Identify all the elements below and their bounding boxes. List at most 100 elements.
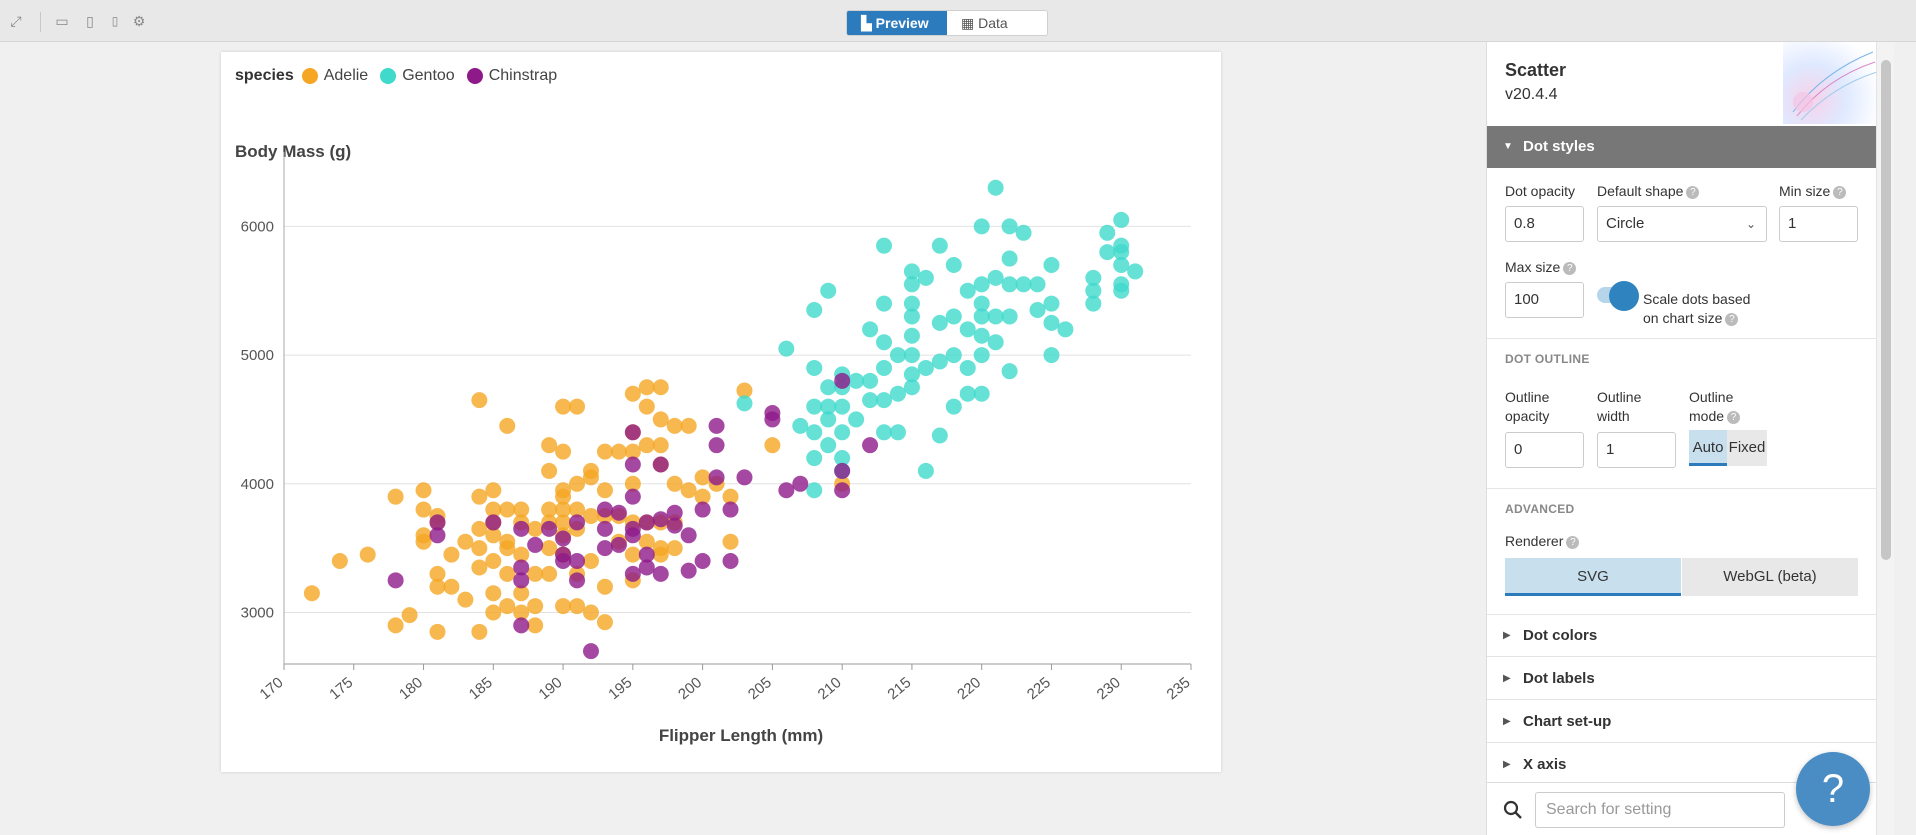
- data-point-gentoo: [973, 218, 990, 235]
- x-tick-label: 235: [1163, 674, 1193, 703]
- fullscreen-icon[interactable]: ⤢: [10, 13, 22, 29]
- tablet-icon[interactable]: ▯: [86, 13, 94, 29]
- data-point-chinstrap: [792, 475, 809, 492]
- outline-width-input[interactable]: 1: [1597, 432, 1676, 468]
- desktop-icon[interactable]: ▭: [55, 13, 69, 29]
- data-point-gentoo: [987, 308, 1004, 325]
- gear-icon[interactable]: ⚙: [132, 13, 146, 29]
- data-point-adelie: [624, 475, 641, 492]
- max-size-input[interactable]: 100: [1505, 282, 1584, 318]
- data-point-adelie: [582, 553, 599, 570]
- section-divider: [1487, 614, 1877, 615]
- data-point-gentoo: [987, 179, 1004, 196]
- legend-item-chinstrap[interactable]: Chinstrap: [466, 67, 558, 85]
- data-point-gentoo: [834, 424, 851, 441]
- section-dot-labels[interactable]: ▶ Dot labels: [1487, 658, 1877, 700]
- help-icon[interactable]: ?: [1563, 261, 1577, 275]
- outline-opacity-input[interactable]: 0: [1505, 432, 1584, 468]
- data-point-gentoo: [903, 347, 920, 364]
- data-point-chinstrap: [624, 565, 641, 582]
- x-tick-label: 225: [1024, 674, 1054, 703]
- legend-item-adelie[interactable]: Adelie: [301, 67, 368, 85]
- data-point-chinstrap: [610, 536, 627, 553]
- data-point-chinstrap: [513, 520, 530, 537]
- data-point-chinstrap: [555, 530, 572, 547]
- mobile-icon[interactable]: ▯: [111, 14, 119, 28]
- outline-width-label-line1: Outline: [1597, 389, 1642, 405]
- data-point-gentoo: [806, 398, 823, 415]
- data-point-adelie: [555, 443, 572, 460]
- max-size-label-text: Max size: [1505, 259, 1561, 275]
- help-icon[interactable]: ?: [1725, 312, 1739, 326]
- x-tick-label: 200: [675, 674, 705, 703]
- section-dot-colors[interactable]: ▶ Dot colors: [1487, 615, 1877, 657]
- renderer-svg-option[interactable]: SVG: [1505, 558, 1681, 596]
- data-point-adelie: [569, 398, 586, 415]
- legend-item-gentoo[interactable]: Gentoo: [380, 67, 455, 85]
- renderer-webgl-option[interactable]: WebGL (beta): [1682, 558, 1858, 596]
- data-point-chinstrap: [778, 482, 795, 499]
- scale-dots-label-line1: Scale dots based: [1643, 291, 1751, 307]
- data-point-chinstrap: [708, 469, 725, 486]
- data-point-gentoo: [973, 295, 990, 312]
- x-tick-label: 170: [256, 674, 286, 703]
- outline-mode-auto[interactable]: Auto: [1689, 430, 1727, 466]
- data-point-gentoo: [876, 295, 893, 312]
- search-input[interactable]: Search for setting: [1535, 792, 1785, 828]
- min-size-input[interactable]: 1: [1779, 206, 1858, 242]
- data-point-gentoo: [834, 398, 851, 415]
- data-point-adelie: [513, 604, 530, 621]
- data-point-adelie: [471, 520, 488, 537]
- data-point-gentoo: [1085, 295, 1102, 312]
- legend-title: species: [235, 67, 294, 84]
- data-point-adelie: [513, 501, 530, 518]
- data-point-adelie: [471, 392, 488, 409]
- data-point-gentoo: [862, 392, 879, 409]
- data-point-adelie: [541, 565, 558, 582]
- legend-swatch: [466, 68, 483, 84]
- data-point-adelie: [415, 482, 432, 499]
- section-chart-setup[interactable]: ▶ Chart set-up: [1487, 701, 1877, 743]
- data-point-adelie: [457, 591, 474, 608]
- panel-scrollbar[interactable]: [1876, 42, 1894, 835]
- data-point-gentoo: [820, 282, 837, 299]
- x-tick-label: 175: [326, 674, 356, 703]
- data-point-chinstrap: [485, 514, 502, 531]
- section-dot-styles[interactable]: ▼ Dot styles: [1487, 126, 1877, 168]
- data-point-adelie: [513, 546, 530, 563]
- data-point-adelie: [499, 598, 516, 615]
- default-shape-select[interactable]: Circle ⌄: [1597, 206, 1767, 242]
- legend-label: Chinstrap: [488, 67, 558, 84]
- data-point-adelie: [541, 462, 558, 479]
- section-divider: [1487, 338, 1877, 339]
- data-point-gentoo: [1029, 302, 1046, 319]
- data-point-adelie: [555, 488, 572, 505]
- x-tick-label: 180: [396, 674, 426, 703]
- data-point-adelie: [499, 565, 516, 582]
- dot-opacity-input[interactable]: 0.8: [1505, 206, 1584, 242]
- data-point-adelie: [485, 527, 502, 544]
- data-point-gentoo: [987, 334, 1004, 351]
- tab-data[interactable]: ▦ Data: [947, 11, 1047, 35]
- data-point-adelie: [527, 520, 544, 537]
- help-button[interactable]: ?: [1796, 752, 1870, 826]
- x-tick-label: 215: [884, 674, 914, 703]
- outline-mode-fixed[interactable]: Fixed: [1727, 430, 1767, 466]
- x-axis-title: Flipper Length (mm): [658, 726, 824, 745]
- help-icon[interactable]: ?: [1833, 185, 1847, 199]
- help-icon[interactable]: ?: [1686, 185, 1700, 199]
- default-shape-label-text: Default shape: [1597, 183, 1684, 199]
- data-point-gentoo: [1099, 244, 1116, 261]
- help-icon[interactable]: ?: [1727, 410, 1741, 424]
- data-point-chinstrap: [569, 514, 586, 531]
- data-point-adelie: [680, 417, 697, 434]
- scrollbar-thumb[interactable]: [1881, 60, 1891, 560]
- data-point-chinstrap: [429, 527, 446, 544]
- scale-dots-toggle[interactable]: [1597, 281, 1639, 311]
- advanced-heading: ADVANCED: [1505, 502, 1575, 516]
- data-point-adelie: [499, 417, 516, 434]
- tab-preview[interactable]: ▙ Preview: [847, 11, 947, 35]
- help-icon[interactable]: ?: [1566, 535, 1580, 549]
- data-point-chinstrap: [680, 562, 697, 579]
- outline-opacity-label: Outline opacity: [1505, 388, 1549, 426]
